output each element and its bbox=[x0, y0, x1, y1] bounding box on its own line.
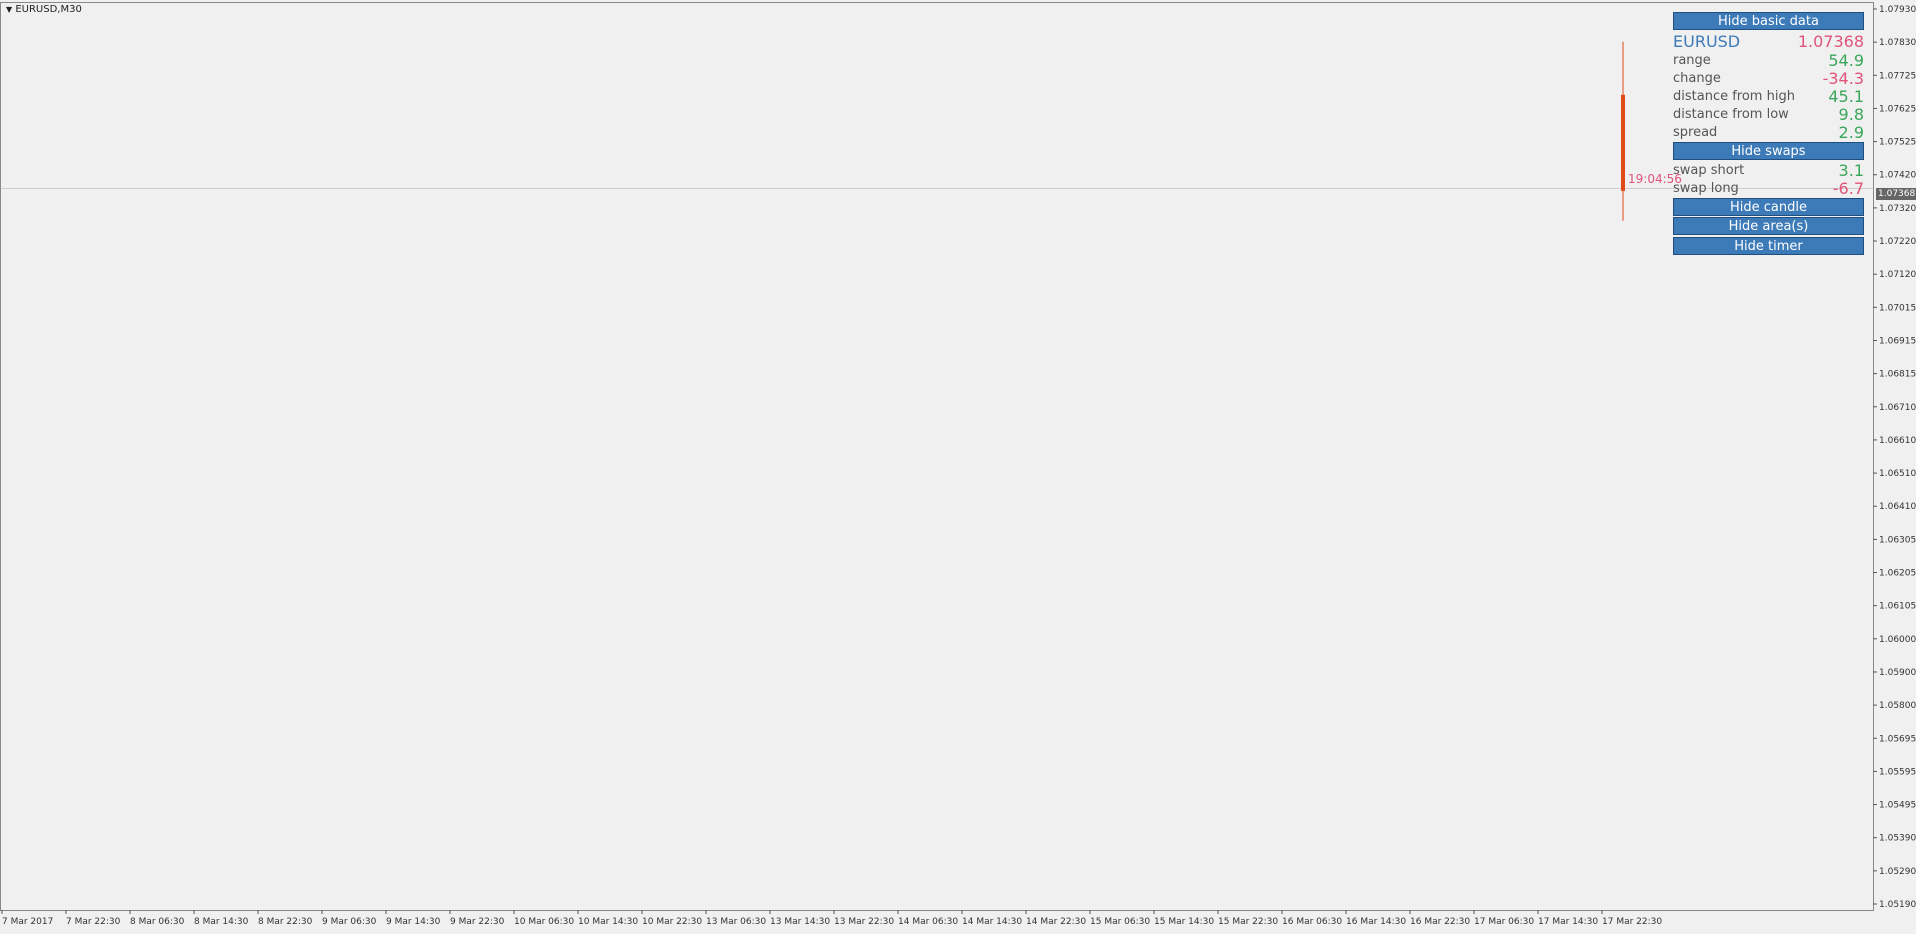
time-tick-label: 9 Mar 14:30 bbox=[386, 917, 441, 927]
price-tick-label: 1.05800 bbox=[1879, 701, 1916, 711]
price-tick-label: 1.05495 bbox=[1879, 801, 1916, 811]
price-tick-label: 1.06610 bbox=[1879, 436, 1916, 446]
time-tick-label: 15 Mar 06:30 bbox=[1090, 917, 1150, 927]
time-tick-label: 10 Mar 14:30 bbox=[578, 917, 638, 927]
stat-row-spread: spread 2.9 bbox=[1673, 123, 1864, 142]
price-tick-label: 1.05695 bbox=[1879, 734, 1916, 744]
price-tick-label: 1.05190 bbox=[1879, 900, 1916, 910]
time-tick-label: 16 Mar 06:30 bbox=[1282, 917, 1342, 927]
time-tick-label: 14 Mar 22:30 bbox=[1026, 917, 1086, 927]
plot-frame bbox=[0, 2, 1874, 911]
price-tick-label: 1.06710 bbox=[1879, 403, 1916, 413]
price-tick-label: 1.06815 bbox=[1879, 370, 1916, 380]
symbol-price: 1.07368 bbox=[1797, 32, 1864, 51]
price-tick-label: 1.07320 bbox=[1879, 204, 1916, 214]
price-tick-labels: 1.07930 1.07830 1.07725 1.07625 1.07525 1.074… bbox=[1879, 5, 1916, 910]
time-tick-label: 15 Mar 14:30 bbox=[1154, 917, 1214, 927]
stat-row-distance-low: distance from low 9.8 bbox=[1673, 105, 1864, 124]
price-tick-label: 1.05595 bbox=[1879, 767, 1916, 777]
time-tick-label: 14 Mar 06:30 bbox=[898, 917, 958, 927]
swap-row-short: swap short 3.1 bbox=[1673, 161, 1864, 180]
time-tick-label: 16 Mar 22:30 bbox=[1410, 917, 1470, 927]
time-tick-label: 16 Mar 14:30 bbox=[1346, 917, 1406, 927]
price-tick-label: 1.05900 bbox=[1879, 668, 1916, 678]
hide-basic-data-button[interactable]: Hide basic data bbox=[1673, 12, 1864, 30]
chart-title[interactable]: ▼ EURUSD,M30 bbox=[6, 4, 82, 15]
price-tick-label: 1.07625 bbox=[1879, 104, 1916, 114]
time-tick-labels: 7 Mar 2017 7 Mar 22:30 8 Mar 06:30 8 Mar 14… bbox=[2, 917, 1662, 927]
price-tick-label: 1.07420 bbox=[1879, 171, 1916, 181]
time-tick-label: 10 Mar 22:30 bbox=[642, 917, 702, 927]
price-tick-label: 1.06105 bbox=[1879, 602, 1916, 612]
time-tick-label: 17 Mar 14:30 bbox=[1538, 917, 1598, 927]
symbol-label: EURUSD bbox=[1673, 32, 1741, 51]
stat-row-change: change -34.3 bbox=[1673, 69, 1864, 88]
time-tick-label: 13 Mar 06:30 bbox=[706, 917, 766, 927]
time-tick-label: 8 Mar 22:30 bbox=[258, 917, 313, 927]
chart-axes bbox=[0, 2, 1877, 914]
chart-menu-icon[interactable]: ▼ bbox=[6, 5, 13, 14]
time-tick-label: 8 Mar 14:30 bbox=[194, 917, 249, 927]
price-tick-label: 1.07930 bbox=[1879, 5, 1916, 15]
time-tick-label: 9 Mar 22:30 bbox=[450, 917, 505, 927]
current-price-label: 1.07368 bbox=[1876, 188, 1916, 200]
price-tick-label: 1.06205 bbox=[1879, 569, 1916, 579]
price-tick-label: 1.07015 bbox=[1879, 303, 1916, 313]
price-tick-label: 1.07725 bbox=[1879, 71, 1916, 81]
swap-row-long: swap long -6.7 bbox=[1673, 179, 1864, 198]
time-tick-label: 13 Mar 22:30 bbox=[834, 917, 894, 927]
price-tick-label: 1.06000 bbox=[1879, 635, 1916, 645]
price-tick-label: 1.06510 bbox=[1879, 469, 1916, 479]
price-tick-label: 1.07830 bbox=[1879, 38, 1916, 48]
symbol-row: EURUSD 1.07368 bbox=[1673, 32, 1864, 52]
price-tick-label: 1.05290 bbox=[1879, 867, 1916, 877]
time-tick-label: 10 Mar 06:30 bbox=[514, 917, 574, 927]
hide-candle-button[interactable]: Hide candle bbox=[1673, 198, 1864, 216]
stat-row-range: range 54.9 bbox=[1673, 51, 1864, 70]
time-tick-label: 17 Mar 22:30 bbox=[1602, 917, 1662, 927]
candle-timer: 19:04:56 bbox=[1628, 172, 1682, 186]
price-tick-label: 1.06410 bbox=[1879, 502, 1916, 512]
time-tick-label: 9 Mar 06:30 bbox=[322, 917, 377, 927]
hide-areas-button[interactable]: Hide area(s) bbox=[1673, 217, 1864, 235]
hide-timer-button[interactable]: Hide timer bbox=[1673, 237, 1864, 255]
price-tick-label: 1.05390 bbox=[1879, 834, 1916, 844]
time-tick-label: 14 Mar 14:30 bbox=[962, 917, 1022, 927]
time-tick-label: 13 Mar 14:30 bbox=[770, 917, 830, 927]
price-tick-label: 1.06305 bbox=[1879, 535, 1916, 545]
time-tick-label: 8 Mar 06:30 bbox=[130, 917, 185, 927]
time-tick-label: 15 Mar 22:30 bbox=[1218, 917, 1278, 927]
price-tick-label: 1.06915 bbox=[1879, 336, 1916, 346]
time-tick-label: 7 Mar 22:30 bbox=[66, 917, 121, 927]
time-tick-label: 7 Mar 2017 bbox=[2, 917, 53, 927]
price-tick-label: 1.07220 bbox=[1879, 237, 1916, 247]
time-tick-label: 17 Mar 06:30 bbox=[1474, 917, 1534, 927]
hide-swaps-button[interactable]: Hide swaps bbox=[1673, 142, 1864, 160]
price-tick-label: 1.07120 bbox=[1879, 270, 1916, 280]
stat-row-distance-high: distance from high 45.1 bbox=[1673, 87, 1864, 106]
price-tick-label: 1.07525 bbox=[1879, 138, 1916, 148]
